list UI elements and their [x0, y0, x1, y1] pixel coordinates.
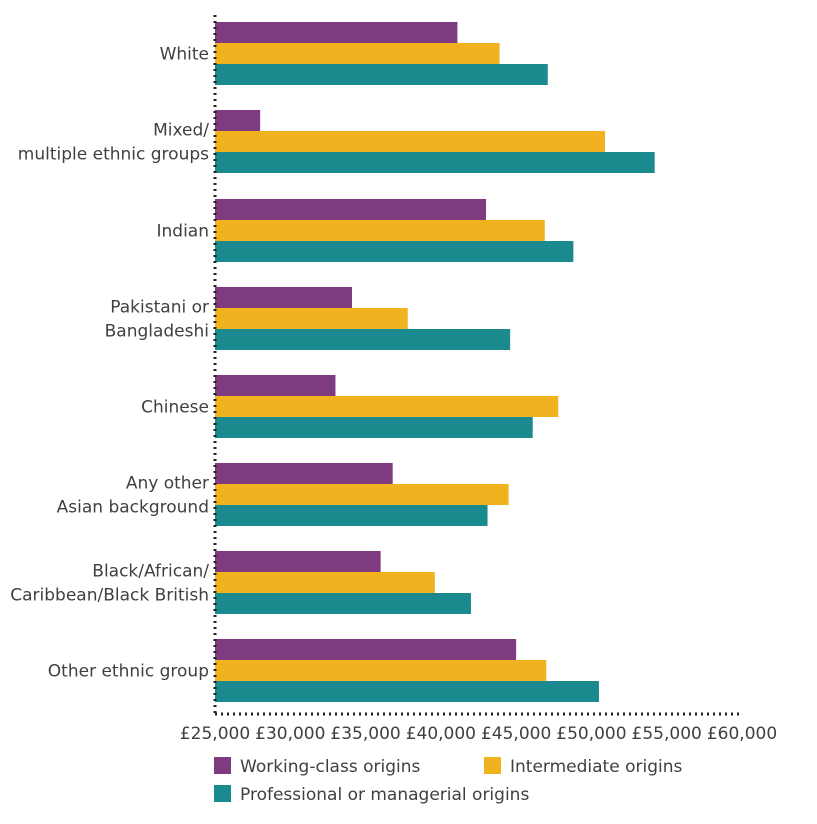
category-label: Mixed/ — [153, 121, 209, 141]
bar-3-series-2 — [215, 329, 511, 350]
bar-3-series-1 — [215, 308, 408, 329]
x-tick-label: £35,000 — [330, 724, 400, 744]
category-label: Caribbean/Black British — [10, 586, 209, 606]
category-label: Other ethnic group — [48, 662, 209, 682]
legend-label-2: Professional or managerial origins — [240, 785, 529, 805]
category-label: Asian background — [57, 498, 209, 518]
bar-5-series-2 — [215, 505, 488, 526]
bar-6-series-2 — [215, 593, 471, 614]
bar-1-series-0 — [215, 110, 261, 131]
category-label: Any other — [126, 474, 209, 494]
bar-5-series-0 — [215, 463, 393, 484]
bar-7-series-0 — [215, 639, 517, 660]
x-tick-label: £25,000 — [180, 724, 250, 744]
bar-0-series-1 — [215, 43, 500, 64]
x-tick-label: £50,000 — [556, 724, 626, 744]
category-label: White — [160, 45, 209, 65]
bar-4-series-0 — [215, 375, 336, 396]
bar-7-series-2 — [215, 681, 599, 702]
category-label: Bangladeshi — [105, 322, 209, 342]
x-tick-label: £60,000 — [707, 724, 777, 744]
bar-7-series-1 — [215, 660, 547, 681]
x-tick-label: £45,000 — [481, 724, 551, 744]
category-label: Black/African/ — [92, 562, 209, 582]
bar-4-series-2 — [215, 417, 533, 438]
bar-3-series-0 — [215, 287, 353, 308]
legend-label-1: Intermediate origins — [510, 757, 682, 777]
bar-0-series-2 — [215, 64, 548, 85]
x-tick-label: £55,000 — [632, 724, 702, 744]
bar-2-series-2 — [215, 241, 574, 262]
bar-2-series-1 — [215, 220, 545, 241]
category-label: Indian — [157, 222, 210, 242]
legend-swatch-0 — [214, 757, 231, 774]
x-tick-label: £30,000 — [255, 724, 325, 744]
bar-1-series-1 — [215, 131, 605, 152]
category-label: Chinese — [141, 398, 209, 418]
bar-1-series-2 — [215, 152, 655, 173]
bar-6-series-0 — [215, 551, 381, 572]
x-tick-label: £40,000 — [406, 724, 476, 744]
category-label: Pakistani or — [110, 298, 209, 318]
bar-5-series-1 — [215, 484, 509, 505]
category-label: multiple ethnic groups — [18, 145, 209, 165]
legend-label-0: Working-class origins — [240, 757, 420, 777]
bar-4-series-1 — [215, 396, 559, 417]
bar-0-series-0 — [215, 22, 458, 43]
bar-2-series-0 — [215, 199, 487, 220]
legend-swatch-2 — [214, 785, 231, 802]
legend-swatch-1 — [484, 757, 501, 774]
bar-6-series-1 — [215, 572, 435, 593]
